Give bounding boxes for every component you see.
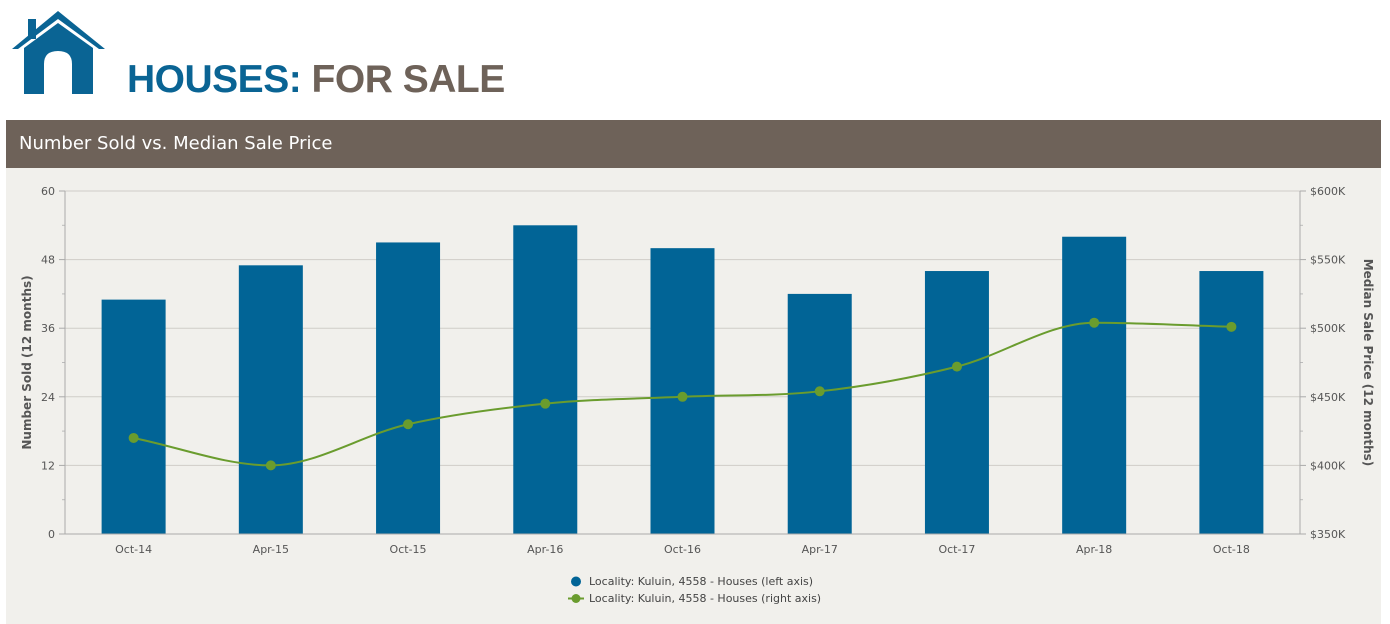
y-tick-label: 48 <box>41 254 55 267</box>
bar <box>513 225 578 535</box>
panel-title: Number Sold vs. Median Sale Price <box>6 120 1381 168</box>
chart-legend: Locality: Kuluin, 4558 - Houses (left ax… <box>561 572 831 610</box>
bar <box>376 242 441 534</box>
brand-primary: HOUSES: <box>127 58 302 101</box>
y-tick-label: 60 <box>41 185 55 198</box>
y-axis-title: Number Sold (12 months) <box>20 275 34 449</box>
y-tick-label: 12 <box>41 459 55 472</box>
x-tick-label: Apr-17 <box>802 543 838 556</box>
y2-tick-label: $350K <box>1310 528 1346 541</box>
y2-axis-title: Median Sale Price (12 months) <box>1361 259 1375 467</box>
price-point <box>540 398 551 409</box>
brand-title: HOUSES: FOR SALE <box>127 56 505 104</box>
x-tick-label: Oct-18 <box>1213 543 1250 556</box>
x-tick-label: Oct-16 <box>664 543 701 556</box>
price-point <box>1226 321 1237 332</box>
price-point <box>128 432 139 443</box>
bar <box>787 293 852 534</box>
price-point <box>677 391 688 402</box>
y-tick-label: 24 <box>41 391 55 404</box>
y2-tick-label: $600K <box>1310 185 1346 198</box>
combo-chart: 0 12 24 36 48 60 $350K $400K $450K $500K $550K $600… <box>20 185 1375 556</box>
y2-tick-label: $450K <box>1310 391 1346 404</box>
legend-line-swatch <box>568 594 584 603</box>
chart-panel: Number Sold vs. Median Sale Price 0 12 24 3… <box>6 120 1381 624</box>
y2-tick-label: $550K <box>1310 254 1346 267</box>
bar <box>650 248 715 534</box>
legend-label: Locality: Kuluin, 4558 - Houses (right a… <box>589 592 822 605</box>
bar <box>1062 236 1127 534</box>
y-tick-label: 36 <box>41 322 55 335</box>
house-icon <box>12 11 105 94</box>
x-tick-label: Apr-16 <box>527 543 563 556</box>
bar <box>238 265 303 534</box>
legend-bar-swatch <box>571 576 581 587</box>
price-point <box>265 460 276 471</box>
x-tick-label: Apr-15 <box>253 543 289 556</box>
bar <box>1199 271 1264 534</box>
y2-tick-label: $500K <box>1310 322 1346 335</box>
x-tick-label: Oct-15 <box>390 543 427 556</box>
y2-tick-label: $400K <box>1310 459 1346 472</box>
x-tick-label: Apr-18 <box>1076 543 1112 556</box>
legend-label: Locality: Kuluin, 4558 - Houses (left ax… <box>589 575 814 588</box>
bar <box>101 299 166 534</box>
price-point <box>403 419 414 430</box>
bar <box>924 271 989 534</box>
brand-secondary: FOR SALE <box>311 58 506 101</box>
price-point <box>951 361 962 372</box>
x-tick-label: Oct-14 <box>115 543 152 556</box>
y-tick-label: 0 <box>48 528 55 541</box>
price-point <box>1089 317 1100 328</box>
x-tick-label: Oct-17 <box>938 543 975 556</box>
price-point <box>814 386 825 397</box>
page-header: HOUSES: FOR SALE <box>0 0 1390 120</box>
